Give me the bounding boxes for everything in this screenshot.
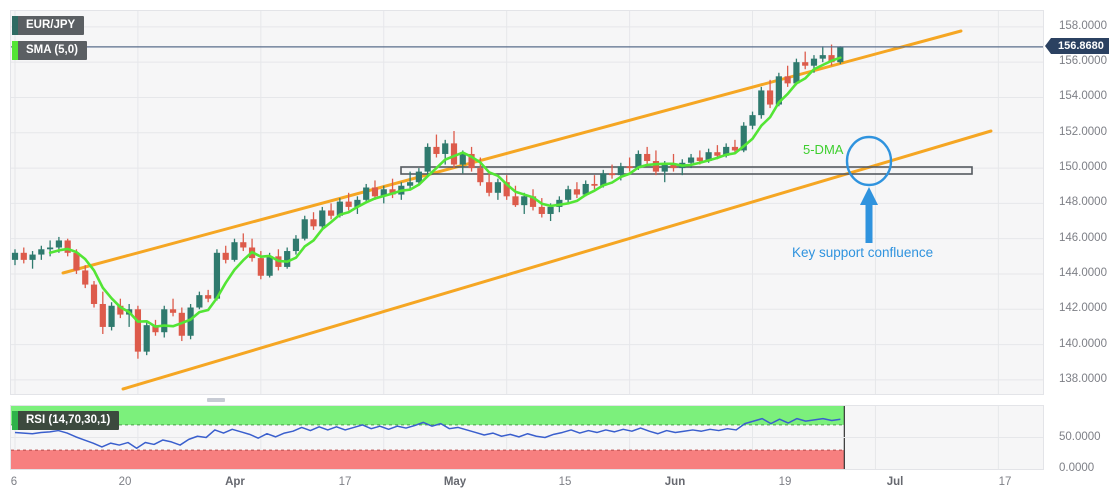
- legend-symbol-label: EUR/JPY: [26, 18, 76, 31]
- annotation-key-support-label: Key support confluence: [792, 245, 934, 260]
- annotation-5dma-label: 5-DMA: [803, 142, 844, 157]
- panel-resize-handle[interactable]: [207, 398, 225, 402]
- price-chart-panel[interactable]: [10, 10, 1044, 395]
- time-axis-label: 19: [778, 476, 792, 488]
- legend-rsi-label: RSI (14,70,30,1): [26, 413, 111, 426]
- sma-color-swatch: [12, 41, 18, 60]
- rsi-axis-label: 0.0000: [1059, 462, 1095, 474]
- price-axis-label: 156.0000: [1059, 55, 1107, 68]
- legend-sma-chip[interactable]: SMA (5,0): [12, 41, 87, 60]
- price-axis-label: 138.0000: [1059, 372, 1107, 385]
- legend-symbol-chip[interactable]: EUR/JPY: [12, 16, 85, 35]
- price-axis-label: 150.0000: [1059, 161, 1107, 174]
- time-axis-label: 15: [558, 476, 572, 488]
- price-axis[interactable]: [1044, 0, 1120, 494]
- price-chart-canvas: [11, 11, 1043, 394]
- time-axis-label: 17: [998, 476, 1012, 488]
- time-axis-label: 17: [338, 476, 352, 488]
- time-axis-label: 20: [118, 476, 132, 488]
- time-axis-label: Jun: [664, 476, 686, 488]
- time-axis-label: Jul: [886, 476, 904, 488]
- legend-rsi-chip[interactable]: RSI (14,70,30,1): [12, 411, 120, 430]
- time-axis-label: Apr: [225, 476, 245, 488]
- symbol-color-swatch: [12, 16, 18, 35]
- current-price-badge[interactable]: 156.8680: [1045, 37, 1109, 54]
- price-axis-label: 140.0000: [1059, 337, 1107, 350]
- price-axis-label: 142.0000: [1059, 302, 1107, 315]
- time-axis-label: 6: [10, 476, 18, 488]
- rsi-indicator-panel[interactable]: [10, 405, 1044, 470]
- price-axis-label: 154.0000: [1059, 90, 1107, 103]
- rsi-color-swatch: [12, 411, 18, 430]
- price-axis-label: 158.0000: [1059, 19, 1107, 32]
- legend-sma-label: SMA (5,0): [26, 43, 78, 56]
- price-axis-label: 144.0000: [1059, 266, 1107, 279]
- price-axis-label: 146.0000: [1059, 231, 1107, 244]
- rsi-chart-canvas: [11, 406, 1043, 469]
- time-axis-label: May: [443, 476, 467, 488]
- rsi-axis-label: 50.0000: [1059, 430, 1101, 443]
- price-axis-label: 148.0000: [1059, 196, 1107, 209]
- price-axis-label: 152.0000: [1059, 125, 1107, 138]
